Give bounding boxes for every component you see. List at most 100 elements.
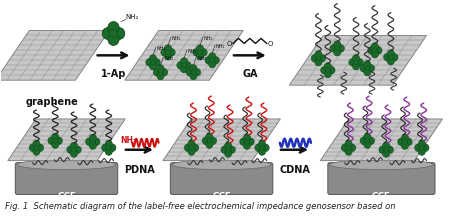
Circle shape xyxy=(364,68,371,76)
Circle shape xyxy=(337,44,345,52)
Circle shape xyxy=(101,144,109,151)
Circle shape xyxy=(334,41,341,48)
Circle shape xyxy=(364,141,371,148)
Circle shape xyxy=(345,140,352,148)
Circle shape xyxy=(182,63,186,68)
Circle shape xyxy=(387,57,394,65)
Circle shape xyxy=(225,142,232,150)
Circle shape xyxy=(401,134,409,142)
Circle shape xyxy=(93,138,100,146)
Circle shape xyxy=(258,148,265,155)
Text: NH₂: NH₂ xyxy=(164,56,173,61)
Circle shape xyxy=(34,145,39,150)
Circle shape xyxy=(379,146,386,154)
Circle shape xyxy=(326,68,330,73)
Circle shape xyxy=(371,50,378,58)
Circle shape xyxy=(181,65,188,73)
Circle shape xyxy=(146,58,153,66)
Circle shape xyxy=(345,148,352,155)
Circle shape xyxy=(243,134,251,142)
Circle shape xyxy=(105,140,112,148)
Circle shape xyxy=(315,51,322,58)
Circle shape xyxy=(371,43,378,50)
Circle shape xyxy=(367,137,374,145)
Circle shape xyxy=(86,138,93,146)
Circle shape xyxy=(166,50,170,55)
Circle shape xyxy=(191,70,196,75)
Circle shape xyxy=(401,142,409,150)
Circle shape xyxy=(398,138,405,146)
Text: NH₂: NH₂ xyxy=(172,36,181,41)
Text: graphene: graphene xyxy=(26,97,79,107)
Text: O: O xyxy=(227,41,232,47)
Circle shape xyxy=(108,33,119,46)
Circle shape xyxy=(209,60,216,68)
Circle shape xyxy=(191,144,199,151)
FancyBboxPatch shape xyxy=(328,163,435,194)
Circle shape xyxy=(247,138,254,146)
Circle shape xyxy=(149,62,156,70)
Circle shape xyxy=(207,138,212,143)
Text: O: O xyxy=(268,41,273,47)
Circle shape xyxy=(330,44,337,52)
Circle shape xyxy=(402,139,407,144)
Circle shape xyxy=(206,133,213,141)
Circle shape xyxy=(190,72,197,80)
Text: GCE: GCE xyxy=(57,192,76,201)
Circle shape xyxy=(384,147,388,152)
Circle shape xyxy=(161,68,168,76)
Circle shape xyxy=(315,58,322,66)
Circle shape xyxy=(67,146,74,154)
Circle shape xyxy=(157,65,164,72)
Polygon shape xyxy=(125,31,243,80)
Circle shape xyxy=(193,68,201,76)
Circle shape xyxy=(157,72,164,80)
Circle shape xyxy=(375,47,382,54)
Circle shape xyxy=(36,144,44,151)
Circle shape xyxy=(316,56,321,61)
Circle shape xyxy=(383,150,390,157)
Text: Fig. 1  Schematic diagram of the label-free electrochemical impedance genosensor: Fig. 1 Schematic diagram of the label-fr… xyxy=(5,202,396,211)
Circle shape xyxy=(262,144,269,151)
Circle shape xyxy=(71,150,78,157)
Circle shape xyxy=(226,147,230,152)
Circle shape xyxy=(386,146,393,154)
Circle shape xyxy=(212,56,219,64)
Circle shape xyxy=(352,55,360,62)
Circle shape xyxy=(324,62,331,70)
FancyBboxPatch shape xyxy=(170,163,273,194)
Circle shape xyxy=(240,138,247,146)
Circle shape xyxy=(419,145,424,150)
Circle shape xyxy=(209,53,216,60)
Circle shape xyxy=(324,70,331,78)
Circle shape xyxy=(108,21,119,33)
Text: GCE: GCE xyxy=(372,192,391,201)
Circle shape xyxy=(418,148,426,155)
Polygon shape xyxy=(289,35,427,85)
Circle shape xyxy=(53,138,57,143)
Ellipse shape xyxy=(17,160,116,170)
Polygon shape xyxy=(163,119,280,161)
Circle shape xyxy=(365,138,370,143)
Circle shape xyxy=(177,61,184,69)
Circle shape xyxy=(391,54,398,61)
Circle shape xyxy=(228,146,236,154)
Circle shape xyxy=(389,55,393,60)
Circle shape xyxy=(367,64,374,72)
Circle shape xyxy=(188,148,195,155)
Circle shape xyxy=(202,137,210,145)
Circle shape xyxy=(200,49,207,56)
Circle shape xyxy=(153,68,161,76)
Circle shape xyxy=(328,66,335,74)
Circle shape xyxy=(105,148,112,155)
Circle shape xyxy=(158,70,163,75)
Circle shape xyxy=(365,66,370,71)
Circle shape xyxy=(415,144,422,151)
Ellipse shape xyxy=(330,160,433,170)
Circle shape xyxy=(89,142,96,150)
Circle shape xyxy=(255,144,262,151)
Circle shape xyxy=(196,45,204,52)
Circle shape xyxy=(368,47,375,54)
Text: NH₂: NH₂ xyxy=(126,14,139,20)
Circle shape xyxy=(360,64,367,72)
